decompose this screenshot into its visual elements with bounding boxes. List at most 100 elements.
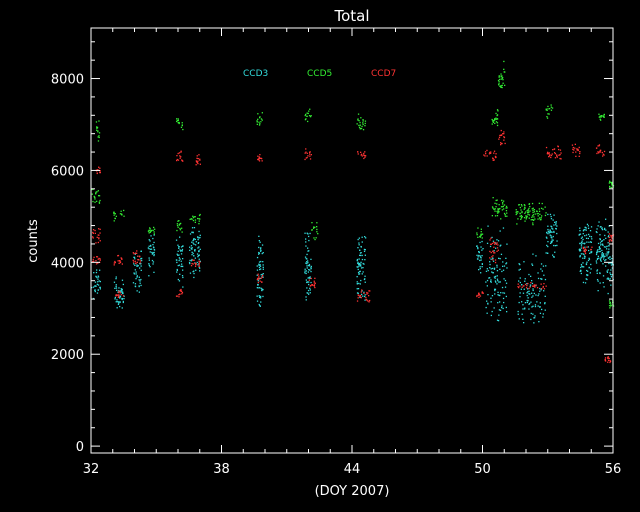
point-ccd5-c15 [516, 223, 518, 225]
point-ccd5-c14 [499, 85, 501, 87]
point-ccd5-c15 [528, 203, 531, 205]
point-ccd3-c6 [258, 251, 260, 254]
point-ccd3-c4 [176, 271, 178, 273]
point-ccd3-c14 [605, 218, 607, 220]
point-ccd7-c19 [500, 144, 502, 146]
point-ccd7-c11 [261, 158, 263, 160]
point-ccd3-c13 [579, 255, 581, 257]
point-ccd3-c11 [544, 303, 546, 305]
point-ccd3-c13 [586, 223, 589, 225]
point-ccd3-c10 [486, 285, 488, 287]
point-ccd7-c14 [366, 291, 368, 294]
point-ccd7-c26 [604, 357, 607, 359]
point-ccd3-c8 [358, 273, 361, 275]
point-ccd7-c3 [118, 262, 120, 264]
point-ccd3-c14 [596, 250, 598, 252]
point-ccd7-c20 [540, 283, 542, 285]
point-ccd3-c6 [260, 260, 262, 263]
point-ccd3-c13 [589, 235, 591, 237]
point-ccd7-c12 [309, 151, 311, 154]
point-ccd7-c19 [498, 138, 500, 140]
point-ccd5-c9 [315, 237, 317, 239]
point-ccd3-c6 [256, 300, 259, 302]
point-ccd3-c9 [479, 266, 481, 268]
point-ccd7-c22 [572, 148, 574, 150]
point-ccd3-c10 [499, 281, 501, 283]
point-ccd3-c5 [189, 262, 191, 265]
point-ccd3-c11 [519, 281, 521, 284]
point-ccd3-c5 [198, 258, 200, 260]
point-ccd3-c11 [535, 285, 537, 287]
point-ccd3-c10 [487, 225, 489, 227]
point-ccd3-c10 [492, 272, 494, 274]
point-ccd3-c3 [151, 253, 153, 255]
point-ccd3-c14 [597, 280, 599, 282]
point-ccd3-c12 [550, 218, 553, 220]
point-ccd7-c21 [545, 146, 548, 149]
point-ccd5-c7 [256, 121, 258, 123]
point-ccd3-c10 [501, 286, 504, 289]
point-ccd5-c4 [176, 223, 178, 225]
point-ccd3-c6 [260, 287, 262, 289]
point-ccd3-c14 [599, 238, 601, 240]
point-ccd5-c8 [308, 110, 310, 112]
point-ccd5-c15 [544, 206, 546, 208]
point-ccd5-c12 [496, 114, 499, 116]
point-ccd3-c2 [134, 253, 136, 255]
point-ccd7-c18 [494, 261, 497, 264]
point-ccd7-c18 [493, 241, 495, 244]
point-ccd3-c2 [141, 259, 143, 262]
point-ccd3-c7 [310, 268, 312, 270]
point-ccd3-c14 [596, 279, 599, 281]
point-ccd7-c17 [493, 150, 496, 152]
point-ccd3-c8 [359, 249, 361, 251]
point-ccd7-c8 [194, 265, 197, 267]
point-ccd7-c18 [497, 244, 499, 246]
point-ccd3-c10 [494, 288, 497, 290]
point-ccd3-c12 [551, 227, 553, 230]
point-ccd3-c11 [532, 288, 534, 290]
point-ccd3-c0 [94, 281, 97, 283]
point-ccd3-c11 [522, 308, 524, 310]
point-ccd3-c8 [364, 299, 366, 301]
point-ccd5-c7 [259, 117, 261, 119]
point-ccd3-c5 [191, 248, 193, 250]
point-ccd5-c14 [498, 83, 500, 85]
point-ccd3-c15 [611, 267, 613, 269]
point-ccd3-c11 [526, 292, 528, 294]
point-ccd3-c4 [182, 286, 184, 288]
point-ccd7-c15 [364, 156, 366, 158]
point-ccd5-c6 [189, 218, 191, 220]
point-ccd3-c5 [197, 236, 199, 238]
point-ccd3-c10 [494, 288, 496, 290]
point-ccd3-c8 [358, 282, 360, 285]
point-ccd3-c13 [588, 266, 590, 269]
point-ccd3-c5 [192, 271, 194, 273]
point-ccd7-c1 [94, 232, 96, 234]
point-ccd3-c11 [523, 322, 525, 324]
point-ccd5-c1 [96, 126, 99, 129]
point-ccd3-c11 [537, 305, 539, 307]
point-ccd3-c11 [527, 291, 529, 293]
point-ccd3-c10 [489, 261, 491, 263]
point-ccd3-c14 [597, 290, 599, 292]
point-ccd3-c13 [585, 229, 587, 231]
point-ccd3-c10 [499, 245, 501, 247]
point-ccd7-c22 [579, 151, 581, 153]
point-ccd3-c9 [478, 269, 480, 271]
point-ccd3-c10 [487, 302, 489, 304]
point-ccd7-c6 [175, 295, 178, 297]
point-ccd5-c13 [500, 206, 503, 208]
point-ccd3-c5 [189, 233, 192, 235]
legend-ccd5: CCD5 [307, 69, 332, 79]
point-ccd3-c8 [357, 268, 359, 271]
point-ccd5-c3 [153, 231, 155, 233]
point-ccd3-c10 [490, 281, 492, 283]
point-ccd7-c12 [309, 153, 311, 155]
point-ccd3-c9 [480, 257, 482, 259]
point-ccd3-c10 [503, 292, 506, 294]
point-ccd3-c5 [197, 256, 199, 258]
point-ccd3-c8 [359, 254, 361, 256]
point-ccd5-c0 [97, 190, 99, 192]
point-ccd5-c15 [534, 218, 536, 220]
